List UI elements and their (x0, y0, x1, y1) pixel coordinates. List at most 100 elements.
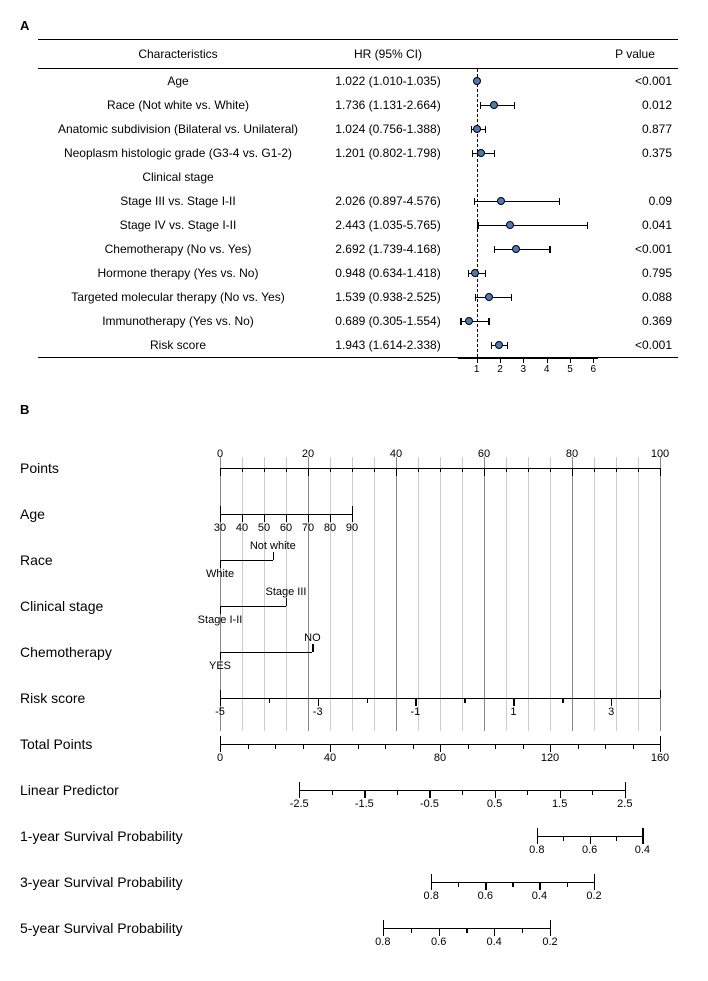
nomo-label: 1-year Survival Probability (20, 813, 220, 859)
forest-row: Anatomic subdivision (Bilateral vs. Unil… (38, 117, 678, 141)
forest-point (495, 341, 503, 349)
forest-table: Characteristics HR (95% CI) P value Age1… (38, 39, 678, 380)
forest-char: Risk score (38, 338, 318, 352)
nomo-scale: -5-3-113 (220, 675, 660, 721)
forest-plot-cell (458, 237, 598, 261)
forest-axis: 123456 (38, 358, 678, 380)
forest-hr: 0.689 (0.305-1.554) (318, 314, 458, 328)
forest-row: Hormone therapy (Yes vs. No)0.948 (0.634… (38, 261, 678, 285)
forest-hr: 2.026 (0.897-4.576) (318, 194, 458, 208)
forest-body: Age1.022 (1.010-1.035) <0.001 Race (Not wh… (38, 69, 678, 358)
nomo-label: Chemotherapy (20, 629, 220, 675)
forest-p: 0.877 (598, 122, 678, 136)
forest-p: <0.001 (598, 74, 678, 88)
forest-plot-cell (458, 69, 598, 93)
forest-row: Risk score1.943 (1.614-2.338) <0.001 (38, 333, 678, 357)
nomo-scale: 04080120160 (220, 721, 660, 767)
nomo-scale: 020406080100 (220, 445, 660, 491)
forest-hr: 1.736 (1.131-2.664) (318, 98, 458, 112)
nomogram: PointsAgeRaceClinical stageChemotherapyR… (20, 445, 688, 951)
nomo-label: Age (20, 491, 220, 537)
forest-char: Targeted molecular therapy (No vs. Yes) (38, 290, 318, 304)
forest-char: Hormone therapy (Yes vs. No) (38, 266, 318, 280)
forest-char: Chemotherapy (No vs. Yes) (38, 242, 318, 256)
nomo-scale: 30405060708090 (220, 491, 660, 537)
forest-point (465, 317, 473, 325)
nomo-label: Clinical stage (20, 583, 220, 629)
nomo-scale: WhiteNot white (220, 537, 660, 583)
forest-row: Stage III vs. Stage I-II2.026 (0.897-4.5… (38, 189, 678, 213)
forest-p: 0.369 (598, 314, 678, 328)
forest-row: Immunotherapy (Yes vs. No)0.689 (0.305-1… (38, 309, 678, 333)
forest-plot-cell (458, 285, 598, 309)
forest-p: 0.041 (598, 218, 678, 232)
col-header-char: Characteristics (38, 47, 318, 61)
forest-char: Stage IV vs. Stage I-II (38, 218, 318, 232)
forest-plot-cell (458, 165, 598, 189)
nomo-label: 5-year Survival Probability (20, 905, 220, 951)
forest-hr: 2.692 (1.739-4.168) (318, 242, 458, 256)
forest-char: Stage III vs. Stage I-II (38, 194, 318, 208)
nomo-label: Total Points (20, 721, 220, 767)
forest-row: Targeted molecular therapy (No vs. Yes)1… (38, 285, 678, 309)
nomo-label: Linear Predictor (20, 767, 220, 813)
forest-hr: 2.443 (1.035-5.765) (318, 218, 458, 232)
forest-row: Chemotherapy (No vs. Yes)2.692 (1.739-4.… (38, 237, 678, 261)
forest-hr: 0.948 (0.634-1.418) (318, 266, 458, 280)
forest-p: 0.795 (598, 266, 678, 280)
nomo-scale: 0.80.60.40.2 (220, 905, 660, 951)
forest-point (485, 293, 493, 301)
panel-b-label: B (20, 402, 688, 417)
forest-plot-cell (458, 213, 598, 237)
nomo-scale: Stage I-IIStage III (220, 583, 660, 629)
forest-hr: 1.943 (1.614-2.338) (318, 338, 458, 352)
forest-row: Stage IV vs. Stage I-II2.443 (1.035-5.76… (38, 213, 678, 237)
forest-plot-cell (458, 189, 598, 213)
nomo-scale: 0.80.60.40.2 (220, 859, 660, 905)
forest-char: Immunotherapy (Yes vs. No) (38, 314, 318, 328)
forest-hr: 1.024 (0.756-1.388) (318, 122, 458, 136)
nomo-label: 3-year Survival Probability (20, 859, 220, 905)
col-header-hr: HR (95% CI) (318, 47, 458, 61)
forest-p: 0.088 (598, 290, 678, 304)
forest-point (512, 245, 520, 253)
forest-plot-cell (458, 93, 598, 117)
forest-whisker (475, 297, 512, 298)
forest-char: Race (Not white vs. White) (38, 98, 318, 112)
forest-char: Age (38, 74, 318, 88)
forest-char: Anatomic subdivision (Bilateral vs. Unil… (38, 122, 318, 136)
forest-point (473, 125, 481, 133)
forest-point (471, 269, 479, 277)
forest-p: 0.09 (598, 194, 678, 208)
forest-row: Clinical stage (38, 165, 678, 189)
forest-point (477, 149, 485, 157)
forest-p: 0.375 (598, 146, 678, 160)
forest-plot-cell (458, 117, 598, 141)
nomo-label: Risk score (20, 675, 220, 721)
nomo-scale: YESNO (220, 629, 660, 675)
forest-plot-cell (458, 333, 598, 357)
forest-point (506, 221, 514, 229)
forest-p: <0.001 (598, 338, 678, 352)
forest-point (490, 101, 498, 109)
nomo-scale: 0.80.60.4 (220, 813, 660, 859)
forest-plot-cell (458, 309, 598, 333)
col-header-plot (458, 40, 598, 68)
forest-p: 0.012 (598, 98, 678, 112)
forest-point (497, 197, 505, 205)
forest-point (473, 77, 481, 85)
forest-char: Neoplasm histologic grade (G3-4 vs. G1-2… (38, 146, 318, 160)
forest-plot-cell (458, 141, 598, 165)
forest-char: Clinical stage (38, 170, 318, 184)
forest-row: Race (Not white vs. White)1.736 (1.131-2… (38, 93, 678, 117)
forest-header: Characteristics HR (95% CI) P value (38, 39, 678, 69)
forest-hr: 1.022 (1.010-1.035) (318, 74, 458, 88)
forest-row: Age1.022 (1.010-1.035) <0.001 (38, 69, 678, 93)
nomo-label: Race (20, 537, 220, 583)
forest-whisker (474, 201, 560, 202)
forest-whisker (494, 249, 551, 250)
nomo-scale: -2.5-1.5-0.50.51.52.5 (220, 767, 660, 813)
forest-hr: 1.539 (0.938-2.525) (318, 290, 458, 304)
col-header-p: P value (598, 47, 678, 61)
forest-row: Neoplasm histologic grade (G3-4 vs. G1-2… (38, 141, 678, 165)
